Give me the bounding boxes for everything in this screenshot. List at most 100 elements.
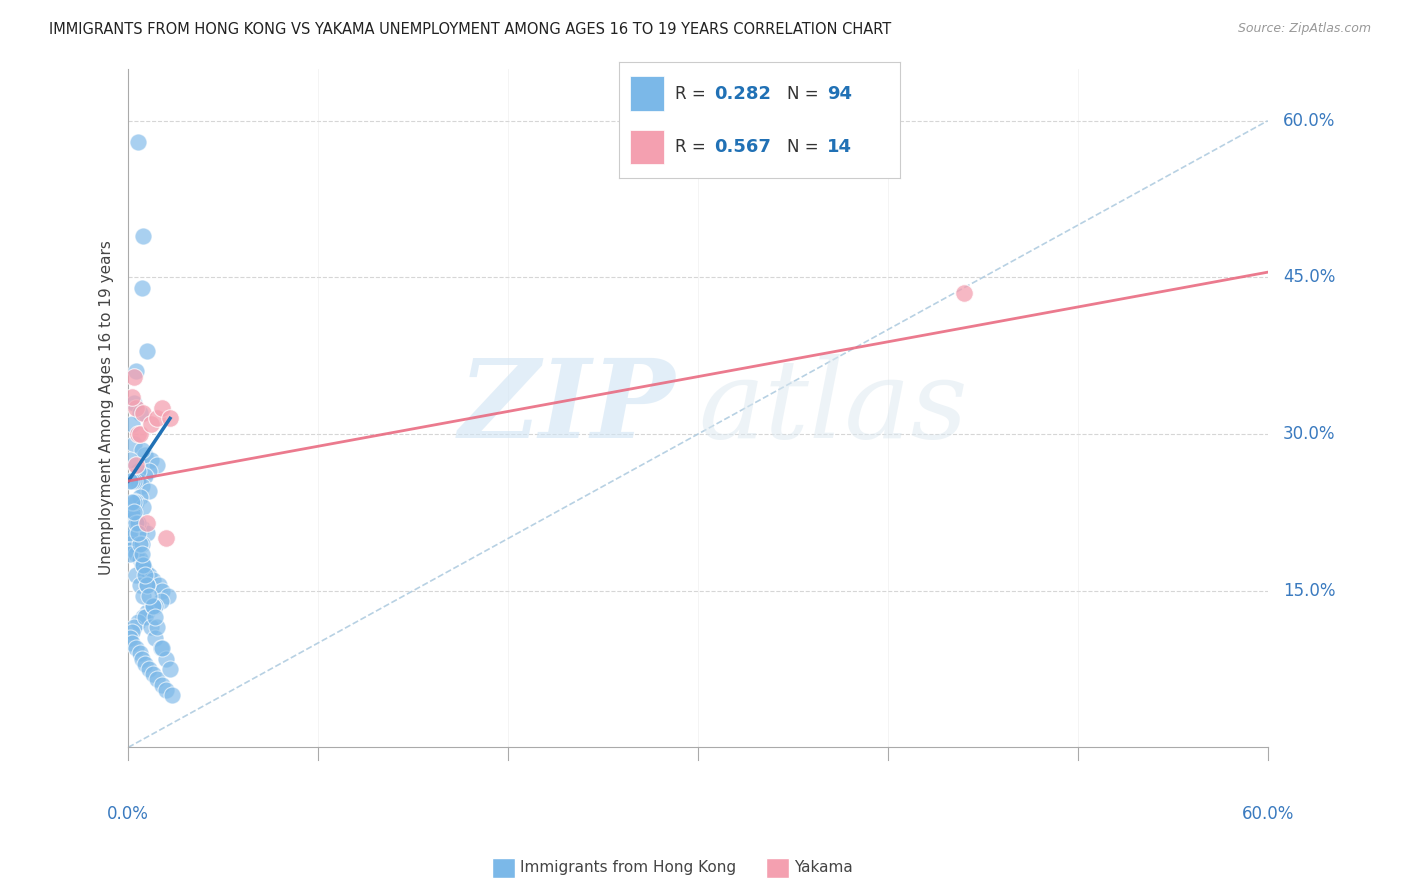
Text: 60.0%: 60.0% — [1282, 112, 1336, 129]
Point — [132, 558, 155, 572]
Text: Source: ZipAtlas.com: Source: ZipAtlas.com — [1237, 22, 1371, 36]
Point — [138, 589, 160, 603]
Point — [125, 495, 148, 509]
Text: 45.0%: 45.0% — [1282, 268, 1336, 286]
Point — [145, 673, 167, 687]
Point — [142, 599, 165, 614]
Y-axis label: Unemployment Among Ages 16 to 19 years: Unemployment Among Ages 16 to 19 years — [100, 241, 114, 575]
Point — [136, 343, 159, 358]
Point — [143, 631, 166, 645]
Point — [138, 464, 160, 478]
Point — [157, 589, 180, 603]
Point — [139, 453, 162, 467]
Point — [127, 427, 149, 442]
Point — [136, 578, 159, 592]
Point — [152, 401, 174, 415]
Bar — [630, 129, 664, 164]
Point — [122, 437, 145, 451]
Point — [127, 526, 149, 541]
Text: IMMIGRANTS FROM HONG KONG VS YAKAMA UNEMPLOYMENT AMONG AGES 16 TO 19 YEARS CORRE: IMMIGRANTS FROM HONG KONG VS YAKAMA UNEM… — [49, 22, 891, 37]
Point — [122, 510, 145, 524]
Point — [121, 495, 143, 509]
Point — [131, 537, 153, 551]
Point — [142, 667, 165, 681]
Point — [127, 474, 149, 488]
Point — [148, 578, 170, 592]
Text: 0.0%: 0.0% — [107, 805, 149, 822]
Point — [132, 589, 155, 603]
Point — [155, 682, 177, 697]
Point — [120, 532, 142, 546]
Point — [136, 578, 159, 592]
Point — [120, 537, 142, 551]
Point — [128, 578, 150, 592]
Point — [132, 609, 155, 624]
Point — [152, 583, 174, 598]
Point — [132, 406, 155, 420]
Point — [134, 657, 156, 671]
Point — [136, 516, 159, 530]
Point — [120, 547, 142, 561]
Text: 30.0%: 30.0% — [1282, 425, 1336, 443]
Point — [121, 474, 143, 488]
Point — [138, 662, 160, 676]
Point — [152, 641, 174, 656]
Point — [139, 417, 162, 431]
Point — [159, 411, 181, 425]
Point — [159, 662, 181, 676]
Point — [121, 636, 143, 650]
Point — [149, 594, 172, 608]
Point — [122, 495, 145, 509]
Point — [121, 541, 143, 556]
Text: 0.282: 0.282 — [714, 85, 772, 103]
Point — [149, 641, 172, 656]
Text: R =: R = — [675, 138, 711, 156]
Point — [127, 135, 149, 149]
Point — [155, 651, 177, 665]
Point — [127, 615, 149, 629]
Point — [125, 641, 148, 656]
Point — [121, 391, 143, 405]
Point — [122, 395, 145, 409]
Point — [143, 599, 166, 614]
Point — [121, 417, 143, 431]
Point — [125, 516, 148, 530]
Point — [138, 484, 160, 499]
Point — [132, 558, 155, 572]
Point — [128, 537, 150, 551]
Point — [143, 609, 166, 624]
Point — [122, 369, 145, 384]
Text: 94: 94 — [827, 85, 852, 103]
Point — [122, 505, 145, 519]
Point — [128, 427, 150, 442]
Point — [125, 401, 148, 415]
Point — [134, 563, 156, 577]
Text: atlas: atlas — [697, 354, 967, 462]
Point — [128, 406, 150, 420]
Point — [127, 516, 149, 530]
Point — [138, 568, 160, 582]
Point — [127, 516, 149, 530]
Text: Yakama: Yakama — [794, 860, 853, 874]
Point — [134, 568, 156, 582]
Point — [121, 505, 143, 519]
Point — [136, 605, 159, 619]
Point — [120, 631, 142, 645]
Point — [145, 411, 167, 425]
Point — [155, 532, 177, 546]
Point — [120, 526, 142, 541]
Point — [120, 453, 142, 467]
Point — [142, 599, 165, 614]
Text: Immigrants from Hong Kong: Immigrants from Hong Kong — [520, 860, 737, 874]
Point — [122, 474, 145, 488]
Point — [134, 468, 156, 483]
Point — [953, 286, 976, 301]
Point — [121, 505, 143, 519]
Point — [131, 651, 153, 665]
Point — [142, 574, 165, 588]
Point — [152, 678, 174, 692]
Text: 14: 14 — [827, 138, 852, 156]
Point — [125, 458, 148, 473]
Point — [160, 688, 183, 702]
Point — [132, 500, 155, 515]
